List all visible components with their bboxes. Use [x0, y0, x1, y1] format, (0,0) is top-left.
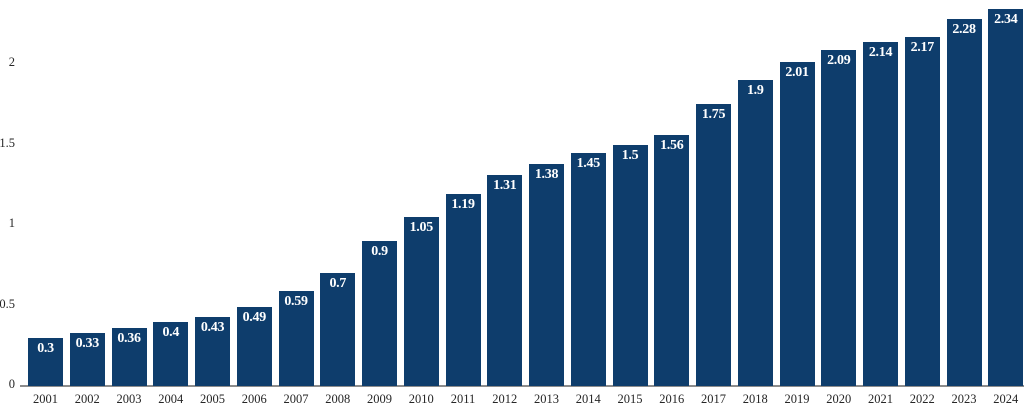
bar-2003[interactable]: 0.36	[111, 328, 147, 386]
bar-value-label: 0.33	[75, 335, 100, 351]
x-tick-label: 2002	[74, 392, 100, 406]
bar-value-label: 1.75	[701, 107, 726, 123]
x-tick-label: 2016	[659, 392, 685, 406]
bar-2018[interactable]: 1.9	[737, 80, 773, 386]
y-axis: 0 0.5 1 1.5 2	[0, 0, 20, 413]
bar-2004[interactable]: 0.4	[153, 321, 189, 386]
x-tick-label: 2018	[742, 392, 768, 406]
x-tick-label: 2007	[283, 392, 309, 406]
bar-value-label: 0.59	[284, 294, 308, 309]
bar-2022[interactable]: 2.17	[904, 36, 940, 386]
bar-2017[interactable]: 1.75	[696, 104, 731, 386]
x-tick-label: 2008	[325, 392, 351, 406]
x-tick-label: 2013	[534, 392, 559, 406]
bar-value-label: 1.05	[409, 219, 434, 235]
bar-value-label: 0.36	[117, 331, 141, 346]
bar-2007[interactable]: 0.59	[278, 291, 314, 386]
bar-value-label: 2.14	[868, 44, 893, 60]
bar-2009[interactable]: 0.9	[362, 241, 397, 386]
bar-value-label: 1.9	[746, 83, 764, 99]
x-tick-label: 2012	[492, 392, 518, 406]
bar-2024[interactable]: 2.34	[988, 9, 1024, 386]
x-tick-label: 2005	[200, 392, 225, 406]
bar-value-label: 0.9	[371, 244, 388, 260]
x-tick-label: 2023	[951, 392, 977, 406]
bar-2011[interactable]: 1.19	[445, 194, 481, 386]
x-tick-label: 2021	[868, 392, 893, 406]
bar-value-label: 0.7	[329, 276, 347, 292]
bar-2019[interactable]: 2.01	[779, 62, 815, 386]
bar-2023[interactable]: 2.28	[946, 18, 982, 386]
bar-2016[interactable]: 1.56	[654, 134, 690, 386]
bar-2021[interactable]: 2.14	[863, 41, 898, 386]
bar-value-label: 2.09	[827, 52, 851, 68]
bar-2002[interactable]: 0.33	[69, 332, 105, 386]
bar-value-label: 1.56	[660, 137, 684, 153]
x-axis: 2001 2002 2003 2004 2005 2006 2007 2008 2009 2010…	[28, 392, 1023, 407]
bar-2012[interactable]: 1.31	[487, 175, 523, 386]
bar-2015[interactable]: 1.5	[612, 144, 648, 386]
bar-value-label: 0.43	[200, 319, 225, 335]
bar-value-label: 1.45	[576, 155, 601, 171]
x-tick-label: 2014	[575, 392, 601, 406]
bar-value-label: 0.3	[37, 340, 54, 356]
x-tick-label: 2017	[701, 392, 726, 406]
x-tick-label: 2004	[158, 392, 184, 406]
y-tick-label: 1	[8, 216, 15, 230]
plot-area: 0.3 0.33 0.36 0.4 0.43 0.49 0.59 0.7 0.9 1.05 1.19…	[28, 9, 1024, 386]
x-tick-label: 2006	[241, 392, 267, 406]
bar-value-label: 1.38	[534, 166, 559, 182]
bar-value-label: 0.49	[242, 310, 267, 326]
bar-2013[interactable]: 1.38	[529, 163, 564, 386]
y-tick-label: 1.5	[0, 135, 15, 150]
bar-2006[interactable]: 0.49	[236, 307, 272, 386]
bar-value-label: 0.4	[162, 324, 180, 340]
bar-value-label: 1.31	[493, 178, 517, 194]
bar-value-label: 2.28	[952, 21, 976, 37]
x-tick-label: 2019	[784, 392, 810, 406]
bar-2014[interactable]: 1.45	[570, 152, 606, 386]
y-tick-label: 0	[8, 377, 15, 391]
y-tick-label: 0.5	[0, 296, 15, 311]
x-axis-line	[20, 385, 1024, 387]
bar-2001[interactable]: 0.3	[28, 337, 63, 386]
x-tick-label: 2009	[367, 392, 392, 406]
bar-value-label: 2.34	[994, 12, 1018, 28]
x-tick-label: 2011	[450, 392, 476, 406]
x-tick-label: 2024	[993, 392, 1019, 406]
bar-2005[interactable]: 0.43	[195, 316, 230, 386]
y-tick-label: 2	[8, 55, 15, 69]
x-tick-label: 2015	[617, 392, 643, 406]
x-tick-label: 2020	[826, 392, 852, 406]
bar-value-label: 2.01	[785, 65, 809, 81]
x-tick-label: 2022	[909, 392, 935, 406]
bar-2020[interactable]: 2.09	[821, 49, 857, 386]
bar-value-label: 1.19	[451, 197, 475, 213]
x-tick-label: 2003	[116, 392, 142, 406]
bar-value-label: 2.17	[910, 39, 935, 55]
bar-2010[interactable]: 1.05	[403, 216, 439, 386]
bar-value-label: 1.5	[621, 147, 639, 163]
bar-2008[interactable]: 0.7	[320, 273, 356, 386]
x-tick-label: 2001	[33, 392, 58, 406]
x-tick-label: 2010	[408, 392, 434, 406]
